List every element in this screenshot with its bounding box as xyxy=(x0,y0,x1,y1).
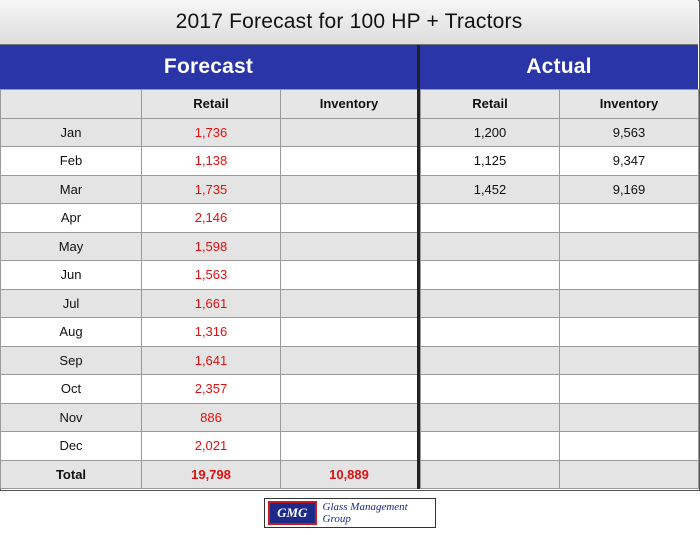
forecast-inventory-cell xyxy=(280,431,418,461)
actual-inventory-cell xyxy=(559,374,699,404)
actual-retail-cell: 1,452 xyxy=(420,174,560,204)
total-row: Total 19,798 10,889 xyxy=(0,459,699,489)
forecast-inventory-cell xyxy=(280,174,418,204)
actual-retail-cell xyxy=(420,374,560,404)
actual-retail-cell xyxy=(420,431,560,461)
actual-retail-cell xyxy=(420,203,560,233)
forecast-inventory-cell xyxy=(280,203,418,233)
gmg-logo-badge: GMG xyxy=(268,501,317,525)
month-cell: Jul xyxy=(0,288,142,318)
forecast-inventory-cell xyxy=(280,288,418,318)
forecast-inventory-cell xyxy=(280,345,418,375)
table-row: Jan 1,736 1,200 9,563 xyxy=(0,117,699,147)
actual-inventory-cell: 9,169 xyxy=(559,174,699,204)
table-title: 2017 Forecast for 100 HP + Tractors xyxy=(0,0,698,45)
month-cell: Oct xyxy=(0,374,142,404)
forecast-inventory-cell xyxy=(280,231,418,261)
table-row: Oct 2,357 xyxy=(0,374,699,404)
actual-header: Actual xyxy=(420,45,698,89)
forecast-retail-cell: 2,357 xyxy=(141,374,281,404)
actual-retail-cell xyxy=(420,402,560,432)
month-cell: Jan xyxy=(0,117,142,147)
month-cell: Sep xyxy=(0,345,142,375)
table-row: Apr 2,146 xyxy=(0,203,699,233)
table-row: Dec 2,021 xyxy=(0,431,699,461)
actual-inventory-cell xyxy=(559,203,699,233)
forecast-inventory-cell xyxy=(280,317,418,347)
forecast-retail-cell: 2,021 xyxy=(141,431,281,461)
actual-inventory-cell: 9,347 xyxy=(559,146,699,176)
month-cell: Apr xyxy=(0,203,142,233)
table-row: May 1,598 xyxy=(0,231,699,261)
month-cell: Nov xyxy=(0,402,142,432)
forecast-inventory-cell: 10,889 xyxy=(280,459,418,489)
actual-retail-cell xyxy=(420,260,560,290)
actual-inventory-cell xyxy=(559,345,699,375)
actual-retail-cell xyxy=(420,345,560,375)
forecast-retail-cell: 1,138 xyxy=(141,146,281,176)
gmg-logo-name: Glass Management Group xyxy=(322,501,408,525)
actual-retail-cell: 1,200 xyxy=(420,117,560,147)
forecast-inventory-cell xyxy=(280,260,418,290)
forecast-retail-cell: 1,598 xyxy=(141,231,281,261)
gmg-logo: GMG Glass Management Group xyxy=(264,498,436,528)
forecast-inventory-header: Inventory xyxy=(280,89,418,119)
month-column-header xyxy=(0,89,142,119)
month-cell: Jun xyxy=(0,260,142,290)
month-cell: May xyxy=(0,231,142,261)
actual-retail-cell xyxy=(420,459,560,489)
actual-inventory-cell xyxy=(559,431,699,461)
forecast-retail-cell: 2,146 xyxy=(141,203,281,233)
forecast-retail-cell: 1,563 xyxy=(141,260,281,290)
actual-inventory-cell xyxy=(559,402,699,432)
table-row: Jul 1,661 xyxy=(0,288,699,318)
table-row: Nov 886 xyxy=(0,402,699,432)
forecast-retail-cell: 1,316 xyxy=(141,317,281,347)
month-cell: Dec xyxy=(0,431,142,461)
table-row: Mar 1,735 1,452 9,169 xyxy=(0,174,699,204)
month-cell: Aug xyxy=(0,317,142,347)
month-cell: Feb xyxy=(0,146,142,176)
forecast-retail-cell: 1,735 xyxy=(141,174,281,204)
forecast-retail-cell: 19,798 xyxy=(141,459,281,489)
forecast-inventory-cell xyxy=(280,117,418,147)
actual-retail-cell xyxy=(420,317,560,347)
table-row: Jun 1,563 xyxy=(0,260,699,290)
forecast-retail-cell: 1,736 xyxy=(141,117,281,147)
actual-retail-cell xyxy=(420,231,560,261)
actual-inventory-cell xyxy=(559,317,699,347)
section-divider xyxy=(417,45,420,489)
table-row: Sep 1,641 xyxy=(0,345,699,375)
table-row: Feb 1,138 1,125 9,347 xyxy=(0,146,699,176)
month-cell: Mar xyxy=(0,174,142,204)
actual-retail-cell: 1,125 xyxy=(420,146,560,176)
forecast-retail-cell: 886 xyxy=(141,402,281,432)
forecast-inventory-cell xyxy=(280,146,418,176)
forecast-inventory-cell xyxy=(280,374,418,404)
forecast-inventory-cell xyxy=(280,402,418,432)
actual-inventory-cell xyxy=(559,459,699,489)
actual-inventory-header: Inventory xyxy=(559,89,699,119)
forecast-header: Forecast xyxy=(0,45,417,89)
actual-inventory-cell xyxy=(559,288,699,318)
table-row: Aug 1,316 xyxy=(0,317,699,347)
actual-inventory-cell xyxy=(559,231,699,261)
forecast-table: Retail Inventory Retail Inventory Jan 1,7… xyxy=(0,89,699,489)
actual-inventory-cell: 9,563 xyxy=(559,117,699,147)
forecast-retail-cell: 1,661 xyxy=(141,288,281,318)
forecast-retail-cell: 1,641 xyxy=(141,345,281,375)
month-cell: Total xyxy=(0,459,142,489)
column-header-row: Retail Inventory Retail Inventory xyxy=(0,89,699,119)
actual-retail-header: Retail xyxy=(420,89,560,119)
actual-inventory-cell xyxy=(559,260,699,290)
forecast-retail-header: Retail xyxy=(141,89,281,119)
actual-retail-cell xyxy=(420,288,560,318)
